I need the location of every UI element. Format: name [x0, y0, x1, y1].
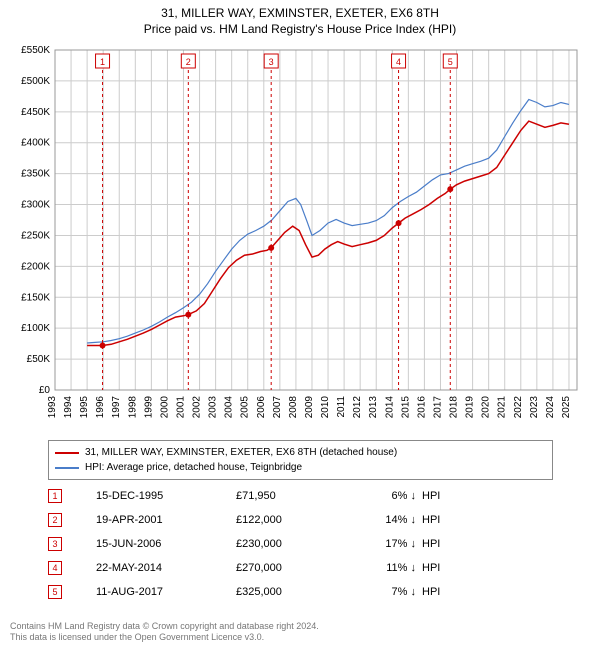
svg-text:2006: 2006	[256, 396, 267, 419]
svg-text:2022: 2022	[513, 396, 524, 419]
sale-row: 4 22-MAY-2014£270,00011% ↓HPI	[48, 556, 553, 580]
svg-text:2008: 2008	[288, 396, 299, 419]
footer-line1: Contains HM Land Registry data © Crown c…	[10, 621, 590, 633]
svg-text:2005: 2005	[240, 396, 251, 419]
svg-text:1997: 1997	[111, 396, 122, 419]
sale-date: 11-AUG-2017	[96, 586, 236, 598]
legend-swatch-series2	[55, 467, 79, 469]
sale-marker: 1	[48, 489, 62, 503]
sale-row: 2 19-APR-2001£122,00014% ↓HPI	[48, 508, 553, 532]
sale-price: £270,000	[236, 562, 346, 574]
title-sub: Price paid vs. HM Land Registry's House …	[0, 22, 600, 36]
svg-text:2010: 2010	[320, 396, 331, 419]
svg-text:£150K: £150K	[21, 292, 50, 303]
sale-date: 22-MAY-2014	[96, 562, 236, 574]
sales-table: 115-DEC-1995£71,9506% ↓HPI219-APR-2001£1…	[48, 484, 553, 604]
svg-text:1998: 1998	[127, 396, 138, 419]
sale-marker: 4	[48, 561, 62, 575]
legend-row-series1: 31, MILLER WAY, EXMINSTER, EXETER, EX6 8…	[55, 445, 546, 460]
svg-text:2025: 2025	[561, 396, 572, 419]
sale-marker: 5	[48, 585, 62, 599]
svg-text:£350K: £350K	[21, 169, 50, 180]
chart-svg: £0 £50K £100K £150K £200K £250K £300K £350K £400…	[10, 44, 585, 434]
svg-text:£250K: £250K	[21, 230, 50, 241]
svg-text:1995: 1995	[79, 396, 90, 419]
svg-text:£400K: £400K	[21, 138, 50, 149]
svg-text:2017: 2017	[432, 396, 443, 419]
svg-text:2001: 2001	[175, 396, 186, 419]
svg-text:2002: 2002	[192, 396, 203, 419]
svg-text:2014: 2014	[384, 396, 395, 419]
sale-diff: 11% ↓	[346, 562, 416, 574]
sale-diff: 17% ↓	[346, 538, 416, 550]
sale-diff: 6% ↓	[346, 490, 416, 502]
svg-text:£550K: £550K	[21, 45, 50, 56]
legend-label-series2: HPI: Average price, detached house, Teig…	[85, 460, 302, 475]
sale-row: 1 15-DEC-1995£71,9506% ↓HPI	[48, 484, 553, 508]
sale-price: £325,000	[236, 586, 346, 598]
svg-text:2: 2	[186, 57, 191, 67]
sale-price: £230,000	[236, 538, 346, 550]
svg-text:2021: 2021	[497, 396, 508, 419]
svg-text:2019: 2019	[465, 396, 476, 419]
svg-text:2013: 2013	[368, 396, 379, 419]
legend-swatch-series1	[55, 452, 79, 454]
svg-text:2024: 2024	[545, 396, 556, 419]
svg-text:2020: 2020	[481, 396, 492, 419]
svg-text:2009: 2009	[304, 396, 315, 419]
svg-text:2016: 2016	[416, 396, 427, 419]
svg-text:£300K: £300K	[21, 200, 50, 211]
chart-area: £0 £50K £100K £150K £200K £250K £300K £350K £400…	[10, 44, 585, 434]
svg-text:5: 5	[448, 57, 453, 67]
sale-row: 3 15-JUN-2006£230,00017% ↓HPI	[48, 532, 553, 556]
sale-price: £122,000	[236, 514, 346, 526]
sale-hpi: HPI	[416, 490, 466, 502]
sale-hpi: HPI	[416, 514, 466, 526]
svg-text:1993: 1993	[47, 396, 58, 419]
svg-text:2015: 2015	[400, 396, 411, 419]
legend-row-series2: HPI: Average price, detached house, Teig…	[55, 460, 546, 475]
svg-text:1999: 1999	[143, 396, 154, 419]
sale-date: 15-DEC-1995	[96, 490, 236, 502]
sale-row: 5 11-AUG-2017£325,0007% ↓HPI	[48, 580, 553, 604]
sale-diff: 14% ↓	[346, 514, 416, 526]
footer: Contains HM Land Registry data © Crown c…	[10, 621, 590, 644]
footer-line2: This data is licensed under the Open Gov…	[10, 632, 590, 644]
svg-text:1996: 1996	[95, 396, 106, 419]
svg-text:£200K: £200K	[21, 261, 50, 272]
sale-date: 15-JUN-2006	[96, 538, 236, 550]
svg-text:1994: 1994	[63, 396, 74, 419]
sale-marker: 2	[48, 513, 62, 527]
legend-label-series1: 31, MILLER WAY, EXMINSTER, EXETER, EX6 8…	[85, 445, 397, 460]
svg-text:£0: £0	[39, 385, 51, 396]
svg-text:2004: 2004	[224, 396, 235, 419]
title-block: 31, MILLER WAY, EXMINSTER, EXETER, EX6 8…	[0, 0, 600, 36]
svg-text:1: 1	[100, 57, 105, 67]
sale-hpi: HPI	[416, 562, 466, 574]
sale-marker: 3	[48, 537, 62, 551]
svg-text:2000: 2000	[159, 396, 170, 419]
svg-text:£450K: £450K	[21, 107, 50, 118]
svg-text:£500K: £500K	[21, 76, 50, 87]
sale-diff: 7% ↓	[346, 586, 416, 598]
svg-text:2011: 2011	[336, 396, 347, 418]
svg-text:£100K: £100K	[21, 323, 50, 334]
svg-text:4: 4	[396, 57, 401, 67]
svg-text:3: 3	[269, 57, 274, 67]
title-main: 31, MILLER WAY, EXMINSTER, EXETER, EX6 8…	[0, 6, 600, 20]
sale-hpi: HPI	[416, 586, 466, 598]
svg-text:£50K: £50K	[27, 354, 51, 365]
svg-text:2018: 2018	[449, 396, 460, 419]
sale-hpi: HPI	[416, 538, 466, 550]
legend-box: 31, MILLER WAY, EXMINSTER, EXETER, EX6 8…	[48, 440, 553, 480]
svg-text:2007: 2007	[272, 396, 283, 419]
svg-text:2023: 2023	[529, 396, 540, 419]
svg-text:2012: 2012	[352, 396, 363, 419]
sale-price: £71,950	[236, 490, 346, 502]
svg-text:2003: 2003	[208, 396, 219, 419]
sale-date: 19-APR-2001	[96, 514, 236, 526]
